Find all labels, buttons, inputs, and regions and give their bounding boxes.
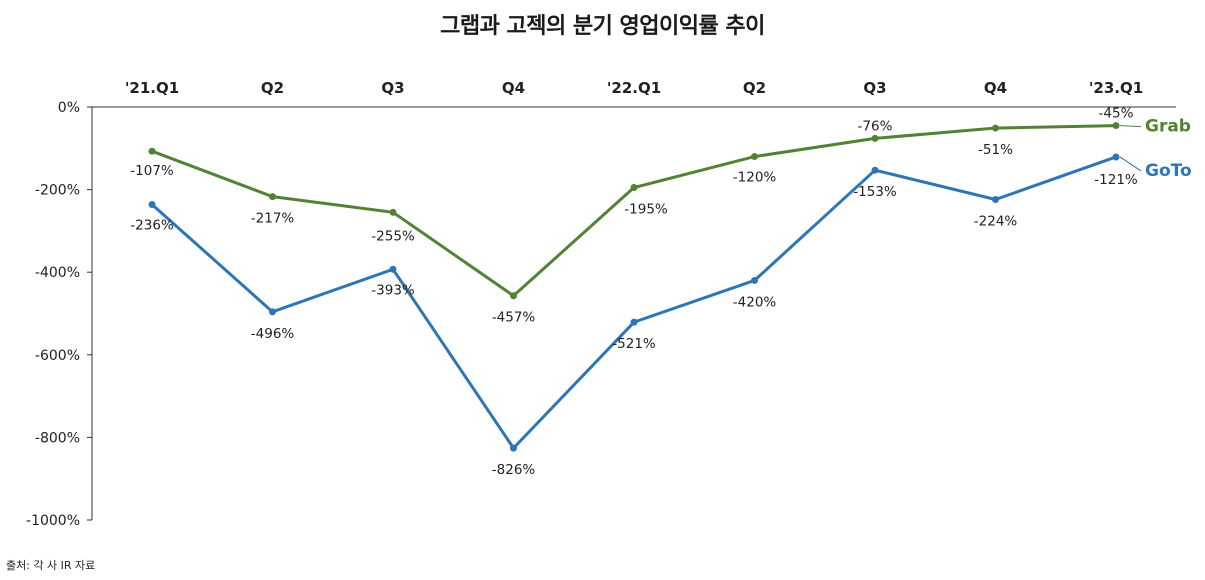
goto-leader-line bbox=[1119, 156, 1142, 172]
x-category-label: Q3 bbox=[381, 79, 404, 97]
grab-data-label: -120% bbox=[733, 170, 777, 186]
data-labels: -107% -217% -255% -457% -195% -120% -76% -51% -4… bbox=[130, 106, 1191, 479]
x-category-label: Q4 bbox=[502, 79, 525, 97]
grab-data-label: -195% bbox=[624, 202, 668, 218]
x-category-label: '21.Q1 bbox=[125, 79, 179, 97]
x-category-label: Q2 bbox=[743, 79, 766, 97]
goto-data-label: -153% bbox=[853, 184, 897, 200]
chart-title: 그랩과 고젝의 분기 영업이익률 추이 bbox=[440, 14, 765, 39]
goto-data-label: -236% bbox=[130, 217, 174, 233]
goto-series-label: GoTo bbox=[1145, 161, 1192, 181]
goto-data-point bbox=[148, 200, 156, 208]
x-category-label: Q4 bbox=[984, 79, 1007, 97]
grab-data-point bbox=[148, 147, 156, 155]
goto-data-point bbox=[630, 318, 638, 326]
grab-data-label: -217% bbox=[251, 211, 295, 227]
goto-data-point bbox=[871, 166, 879, 174]
grab-data-label: -255% bbox=[371, 228, 415, 244]
x-category-label: Q3 bbox=[863, 79, 886, 97]
grab-data-label: -76% bbox=[858, 118, 893, 134]
y-tick-label: 0% bbox=[58, 100, 80, 116]
goto-data-point bbox=[751, 276, 758, 284]
grab-leader-line bbox=[1119, 125, 1142, 128]
grab-data-label: -457% bbox=[492, 310, 536, 326]
y-tick-label: -800% bbox=[35, 430, 80, 446]
y-tick-label: -200% bbox=[35, 183, 80, 199]
goto-data-label: -121% bbox=[1094, 172, 1138, 188]
grab-data-point bbox=[510, 292, 517, 300]
goto-data-point bbox=[510, 444, 517, 452]
goto-data-point bbox=[992, 196, 999, 204]
goto-data-point bbox=[389, 265, 397, 273]
data-points bbox=[148, 122, 1120, 452]
goto-data-label: -420% bbox=[733, 294, 777, 310]
x-category-label: '23.Q1 bbox=[1089, 79, 1143, 97]
source-note: 출처: 각 사 IR 자료 bbox=[6, 559, 96, 572]
axes: 0% -200% -400% -600% -800% -1000% '21.Q1 Q2 Q3 Q4… bbox=[26, 79, 1176, 529]
goto-data-label: -521% bbox=[612, 336, 656, 352]
grab-data-point bbox=[389, 208, 397, 216]
goto-data-label: -826% bbox=[492, 462, 536, 478]
grab-data-label: -45% bbox=[1099, 106, 1134, 122]
goto-data-label: -393% bbox=[371, 282, 415, 298]
goto-data-point bbox=[269, 308, 276, 316]
grab-data-label: -51% bbox=[978, 142, 1013, 158]
grab-data-point bbox=[992, 124, 999, 132]
x-category-label: '22.Q1 bbox=[607, 79, 661, 97]
grab-data-point bbox=[751, 153, 758, 161]
y-tick-label: -1000% bbox=[26, 513, 80, 529]
y-tick-label: -400% bbox=[35, 265, 80, 281]
grab-data-point bbox=[1112, 122, 1120, 130]
series-lines bbox=[151, 124, 1117, 450]
grab-series-label: Grab bbox=[1145, 117, 1191, 137]
goto-data-point bbox=[1112, 153, 1120, 161]
y-tick-label: -600% bbox=[35, 348, 80, 364]
goto-data-label: -224% bbox=[974, 214, 1018, 230]
grab-data-point bbox=[871, 134, 879, 142]
goto-data-label: -496% bbox=[251, 326, 295, 342]
grab-data-label: -107% bbox=[130, 163, 174, 179]
x-category-label: Q2 bbox=[261, 79, 284, 97]
grab-data-point bbox=[269, 193, 276, 201]
grab-data-point bbox=[630, 184, 638, 192]
